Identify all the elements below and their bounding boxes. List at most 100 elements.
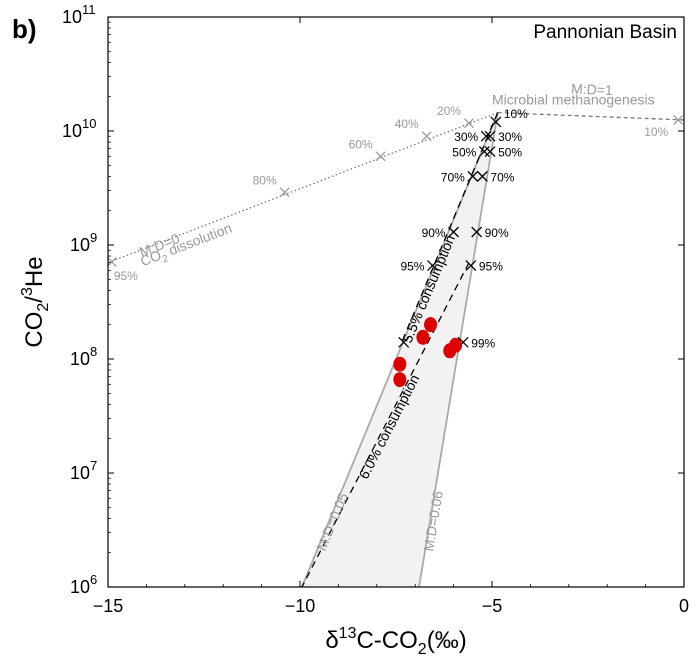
consumption-marker-7-stroke-b <box>471 226 483 238</box>
sample-point-3 <box>424 317 438 333</box>
md0-marker-2 <box>375 151 386 162</box>
consumption-marker-7 <box>471 226 483 238</box>
consumption-marker-4 <box>478 146 490 158</box>
y-tick-label-exp-5: 11 <box>82 2 96 17</box>
y-tick-label-base-1: 10 <box>70 463 90 483</box>
md0-marker-0 <box>106 256 117 267</box>
y-axis-label-sup3: 3 <box>19 287 36 296</box>
consumption-marker-10-stroke-b <box>427 260 438 272</box>
sample-point-1 <box>393 372 407 388</box>
consumption-marker-12 <box>398 336 410 348</box>
label-co2-base: CO <box>138 247 163 270</box>
consumption-marker-10 <box>427 260 438 272</box>
y-tick-label-base-2: 10 <box>70 349 90 369</box>
consumption-marker-label-8: 90% <box>422 226 446 240</box>
y-tick-label-base-0: 10 <box>70 577 90 597</box>
consumption-marker-label-10: 95% <box>400 260 424 274</box>
md0-marker-3 <box>421 131 432 142</box>
y-tick-label-exp-2: 8 <box>90 344 97 359</box>
x-axis-label-sub2: 2 <box>418 641 427 658</box>
plot-frame <box>107 16 685 588</box>
y-tick-label-4: 1010 <box>62 116 97 141</box>
axes-layer: −15 −10 −5 010610710810910101011δ13C-CO2(‰)… <box>19 2 689 658</box>
y-tick-label-base-5: 10 <box>62 7 82 27</box>
consumption-marker-1 <box>484 130 496 142</box>
consumption-marker-6-stroke-b <box>467 170 479 182</box>
y-tick-label-base-4: 10 <box>62 121 82 141</box>
consumption-marker-5-stroke-b <box>476 170 488 182</box>
y-tick-label-base-3: 10 <box>70 235 90 255</box>
y-tick-label-exp-0: 6 <box>90 572 97 587</box>
label-co2-sub: 2 <box>161 253 171 265</box>
x-axis-label-delta: δ <box>325 627 338 654</box>
md0-marker-4-stroke-b <box>464 118 474 129</box>
consumption-marker-8-stroke-b <box>448 226 460 238</box>
consumption-marker-2 <box>480 130 492 142</box>
md0-marker-1-stroke-b <box>279 187 290 198</box>
y-axis-label-co: CO <box>21 312 48 348</box>
y-tick-label-exp-4: 10 <box>82 116 96 131</box>
md1-marker-label-0: 10% <box>644 125 668 139</box>
md0-marker-1 <box>279 187 290 198</box>
x-tick-label-2: −5 <box>482 596 503 616</box>
md0-marker-label-2: 60% <box>349 137 373 151</box>
consumption-marker-5 <box>476 170 488 182</box>
label-microbial-methanogenesis: Microbial methanogenesis <box>492 92 655 108</box>
line-m-d-1 <box>497 111 685 121</box>
consumption-marker-label-5: 70% <box>490 170 514 184</box>
consumption-marker-2-stroke-b <box>480 130 492 142</box>
y-tick-label-5: 1011 <box>62 2 96 27</box>
line-6-0-consumption <box>301 262 470 588</box>
consumption-marker-label-7: 90% <box>485 226 509 240</box>
consumption-marker-4-stroke-b <box>478 146 490 158</box>
md1-marker-0-stroke-b <box>673 114 684 125</box>
consumption-marker-9 <box>465 260 477 272</box>
y-tick-label-exp-1: 7 <box>90 458 97 473</box>
md0-marker-3-stroke-b <box>421 131 432 142</box>
panel-label: b) <box>12 14 37 44</box>
md0-marker-label-1: 80% <box>253 173 277 187</box>
line-m-d-0 <box>107 111 498 264</box>
y-axis-label: CO2/3He <box>19 256 52 347</box>
consumption-marker-6 <box>467 170 479 182</box>
md0-marker-label-3: 40% <box>395 117 419 131</box>
sample-point-0 <box>393 356 407 372</box>
sample-point-2 <box>416 329 430 345</box>
y-axis-label-sub2: 2 <box>35 303 52 312</box>
consumption-marker-8 <box>448 226 460 238</box>
md0-marker-4 <box>464 118 474 129</box>
consumption-marker-label-1: 30% <box>498 130 522 144</box>
md0-marker-label-0: 95% <box>114 269 138 283</box>
md0-marker-label-4: 20% <box>437 104 461 118</box>
consumption-marker-label-2: 30% <box>454 130 478 144</box>
consumption-marker-label-0: 10% <box>504 107 528 121</box>
consumption-marker-9-stroke-b <box>465 260 477 272</box>
y-axis-label-slash: / <box>21 296 48 303</box>
consumption-marker-0 <box>490 116 502 128</box>
model-markers-layer: 95% 80% 60% 40% 20% 10% 10% 30% 30% 50% 50% 70% 70% 9… <box>106 104 684 350</box>
y-axis-label-he: He <box>21 256 48 287</box>
consumption-marker-label-3: 50% <box>498 146 522 160</box>
md0-marker-0-stroke-b <box>106 256 117 267</box>
label-md1: M:D=1 <box>571 80 613 98</box>
x-axis-label-unit: (‰) <box>427 627 467 654</box>
x-axis-label-13: 13 <box>339 625 357 642</box>
y-tick-label-2: 108 <box>70 344 97 369</box>
model-lines-layer <box>107 111 685 588</box>
consumption-marker-0-stroke-b <box>490 116 502 128</box>
x-tick-label-3: 0 <box>679 596 689 616</box>
consumption-marker-1-stroke-b <box>484 130 496 142</box>
x-axis-label-c-co: C-CO <box>356 627 417 654</box>
sample-points-layer <box>393 317 463 388</box>
y-tick-label-1: 107 <box>70 458 97 483</box>
label-co2-rest: dissolution <box>163 220 234 260</box>
sample-point-5 <box>449 337 463 353</box>
consumption-marker-label-11: 99% <box>471 336 495 350</box>
md0-marker-2-stroke-b <box>375 151 386 162</box>
chart-title: Pannonian Basin <box>533 22 677 43</box>
y-tick-label-3: 109 <box>70 230 97 255</box>
x-tick-label-1: −10 <box>285 596 316 616</box>
y-tick-label-0: 106 <box>70 572 97 597</box>
x-axis-label: δ13C-CO2(‰) <box>325 625 466 658</box>
